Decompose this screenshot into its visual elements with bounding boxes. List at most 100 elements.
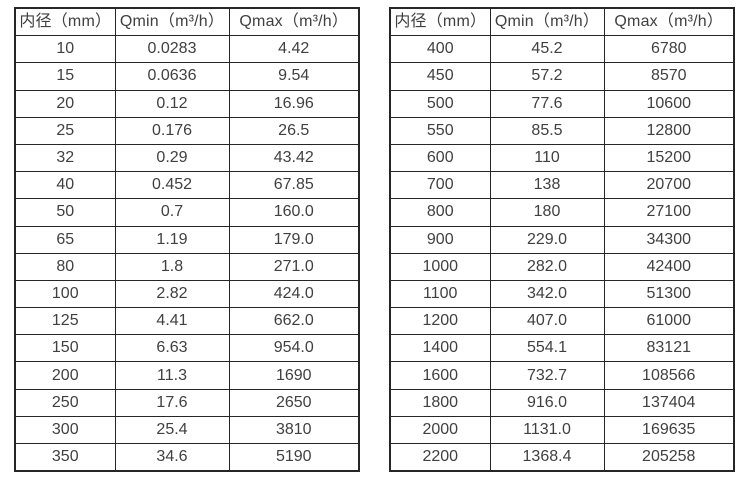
table-cell: 662.0 — [228, 307, 360, 336]
table-cell: 169635 — [603, 415, 735, 445]
flow-range-table-large-diameters: 内径（mm） Qmin（m³/h） Qmax（m³/h） 400 45.2 6780 450… — [389, 7, 735, 473]
table-cell: 5190 — [228, 443, 360, 472]
table-cell: 10 — [14, 35, 116, 64]
column-header: Qmin（m³/h） — [489, 7, 605, 37]
table-cell: 65 — [14, 225, 116, 254]
table-cell: 450 — [389, 62, 491, 91]
table-cell: 34300 — [603, 225, 735, 254]
table-row: 32 0.29 43.42 — [14, 143, 360, 173]
table-cell: 57.2 — [489, 62, 605, 91]
table-row: 150 6.63 954.0 — [14, 334, 360, 363]
table-cell: 150 — [14, 334, 116, 363]
table-cell: 8570 — [603, 62, 735, 91]
table-cell: 110 — [489, 143, 605, 173]
table-row: 550 85.5 12800 — [389, 116, 735, 145]
table-cell: 50 — [14, 198, 116, 227]
table-cell: 407.0 — [489, 307, 605, 336]
header-row: 内径（mm） Qmin（m³/h） Qmax（m³/h） — [389, 7, 735, 37]
table-row: 800 180 27100 — [389, 198, 735, 227]
column-header: Qmin（m³/h） — [114, 7, 230, 37]
table-cell: 2.82 — [114, 279, 230, 309]
header-row: 内径（mm） Qmin（m³/h） Qmax（m³/h） — [14, 7, 360, 37]
table-cell: 27100 — [603, 198, 735, 227]
table-cell: 3810 — [228, 415, 360, 445]
table-cell: 0.7 — [114, 198, 230, 227]
table-cell: 32 — [14, 143, 116, 173]
table-row: 900 229.0 34300 — [389, 225, 735, 254]
table-row: 1200 407.0 61000 — [389, 307, 735, 336]
table-cell: 10600 — [603, 89, 735, 118]
table-cell: 0.0636 — [114, 62, 230, 91]
table-cell: 229.0 — [489, 225, 605, 254]
table-cell: 34.6 — [114, 443, 230, 472]
table-cell: 138 — [489, 171, 605, 200]
table-cell: 61000 — [603, 307, 735, 336]
table-cell: 6.63 — [114, 334, 230, 363]
table-row: 700 138 20700 — [389, 171, 735, 200]
table-cell: 1600 — [389, 361, 491, 390]
table-cell: 4.42 — [228, 35, 360, 64]
table-cell: 12800 — [603, 116, 735, 145]
table-row: 10 0.0283 4.42 — [14, 35, 360, 64]
table-cell: 40 — [14, 171, 116, 200]
table-cell: 1690 — [228, 361, 360, 390]
table-row: 2200 1368.4 205258 — [389, 443, 735, 472]
table-cell: 67.85 — [228, 171, 360, 200]
table-row: 500 77.6 10600 — [389, 89, 735, 118]
table-cell: 16.96 — [228, 89, 360, 118]
table-cell: 424.0 — [228, 279, 360, 309]
table-cell: 1400 — [389, 334, 491, 363]
table-cell: 9.54 — [228, 62, 360, 91]
table-cell: 2650 — [228, 388, 360, 417]
table-cell: 179.0 — [228, 225, 360, 254]
flow-range-table-small-diameters: 内径（mm） Qmin（m³/h） Qmax（m³/h） 10 0.0283 4.42 15… — [14, 7, 360, 473]
table-cell: 160.0 — [228, 198, 360, 227]
table-cell: 51300 — [603, 279, 735, 309]
table-row: 1000 282.0 42400 — [389, 252, 735, 281]
table-cell: 0.29 — [114, 143, 230, 173]
table-cell: 900 — [389, 225, 491, 254]
table-row: 1100 342.0 51300 — [389, 279, 735, 309]
table-cell: 600 — [389, 143, 491, 173]
table-row: 2000 1131.0 169635 — [389, 415, 735, 445]
table-row: 300 25.4 3810 — [14, 415, 360, 445]
table-row: 25 0.176 26.5 — [14, 116, 360, 145]
table-cell: 200 — [14, 361, 116, 390]
table-cell: 25 — [14, 116, 116, 145]
table-cell: 954.0 — [228, 334, 360, 363]
table-cell: 550 — [389, 116, 491, 145]
table-cell: 250 — [14, 388, 116, 417]
table-cell: 137404 — [603, 388, 735, 417]
table-cell: 6780 — [603, 35, 735, 64]
column-header: Qmax（m³/h） — [603, 7, 735, 37]
table-row: 1400 554.1 83121 — [389, 334, 735, 363]
table-row: 20 0.12 16.96 — [14, 89, 360, 118]
table-cell: 1.19 — [114, 225, 230, 254]
table-row: 100 2.82 424.0 — [14, 279, 360, 309]
table-cell: 342.0 — [489, 279, 605, 309]
table-cell: 20700 — [603, 171, 735, 200]
table-cell: 15200 — [603, 143, 735, 173]
table-cell: 85.5 — [489, 116, 605, 145]
table-cell: 0.0283 — [114, 35, 230, 64]
table-cell: 25.4 — [114, 415, 230, 445]
table-row: 80 1.8 271.0 — [14, 252, 360, 281]
table-cell: 1.8 — [114, 252, 230, 281]
table-row: 450 57.2 8570 — [389, 62, 735, 91]
table-cell: 100 — [14, 279, 116, 309]
table-cell: 0.176 — [114, 116, 230, 145]
table-cell: 0.452 — [114, 171, 230, 200]
table-cell: 45.2 — [489, 35, 605, 64]
column-header: 内径（mm） — [14, 7, 116, 37]
table-cell: 180 — [489, 198, 605, 227]
table-cell: 2000 — [389, 415, 491, 445]
table-cell: 1200 — [389, 307, 491, 336]
flow-tables-page: 内径（mm） Qmin（m³/h） Qmax（m³/h） 10 0.0283 4.42 15… — [14, 7, 735, 473]
table-row: 600 110 15200 — [389, 143, 735, 173]
table-row: 400 45.2 6780 — [389, 35, 735, 64]
table-cell: 20 — [14, 89, 116, 118]
table-cell: 1368.4 — [489, 443, 605, 472]
table-row: 1600 732.7 108566 — [389, 361, 735, 390]
column-header: Qmax（m³/h） — [228, 7, 360, 37]
table-cell: 125 — [14, 307, 116, 336]
